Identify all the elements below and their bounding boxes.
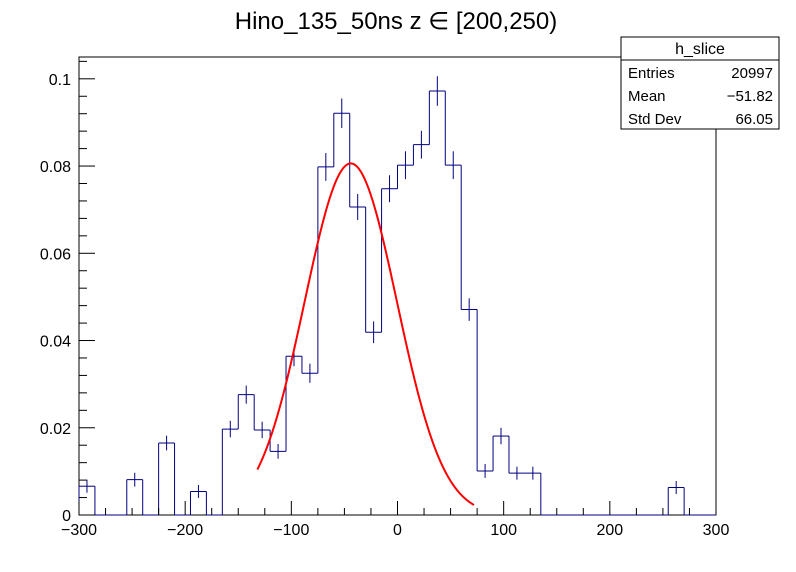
x-tick-label: −200 bbox=[167, 522, 203, 539]
y-tick-label: 0.06 bbox=[40, 246, 71, 263]
stats-stddev-label: Std Dev bbox=[628, 111, 682, 128]
chart-title: Hino_135_50ns z ∈ [200,250) bbox=[235, 8, 557, 35]
plot-area: −300 −200 −100 0 100 200 300 0 0.02 0.04 0.06 0.08… bbox=[40, 56, 729, 539]
stats-box: h_slice Entries 20997 Mean −51.82 Std De… bbox=[620, 36, 780, 130]
x-tick-label: 100 bbox=[490, 522, 517, 539]
gaussian-fit-curve bbox=[256, 162, 475, 506]
x-tick-label: −300 bbox=[61, 522, 97, 539]
x-tick-label: 300 bbox=[703, 522, 730, 539]
stats-entries-value: 20997 bbox=[731, 65, 773, 82]
x-tick-label: 0 bbox=[393, 522, 402, 539]
error-bars-layer bbox=[86, 76, 677, 498]
y-axis: 0 0.02 0.04 0.06 0.08 0.1 bbox=[40, 60, 95, 525]
y-tick-label: 0.08 bbox=[40, 159, 71, 176]
y-tick-label: 0.02 bbox=[40, 421, 71, 438]
x-axis: −300 −200 −100 0 100 200 300 bbox=[61, 501, 729, 539]
x-tick-label: 200 bbox=[596, 522, 623, 539]
y-tick-label: 0 bbox=[62, 508, 71, 525]
stats-box-frame bbox=[620, 36, 780, 130]
y-tick-label: 0.04 bbox=[40, 334, 71, 351]
stats-box-title: h_slice bbox=[675, 41, 725, 58]
stats-stddev-value: 66.05 bbox=[735, 111, 773, 128]
y-tick-label: 0.1 bbox=[49, 72, 71, 89]
x-tick-label: −100 bbox=[273, 522, 309, 539]
stats-mean-value: −51.82 bbox=[727, 88, 773, 105]
fit-curve-layer bbox=[256, 162, 475, 506]
stats-entries-label: Entries bbox=[628, 65, 675, 82]
stats-mean-label: Mean bbox=[628, 88, 666, 105]
